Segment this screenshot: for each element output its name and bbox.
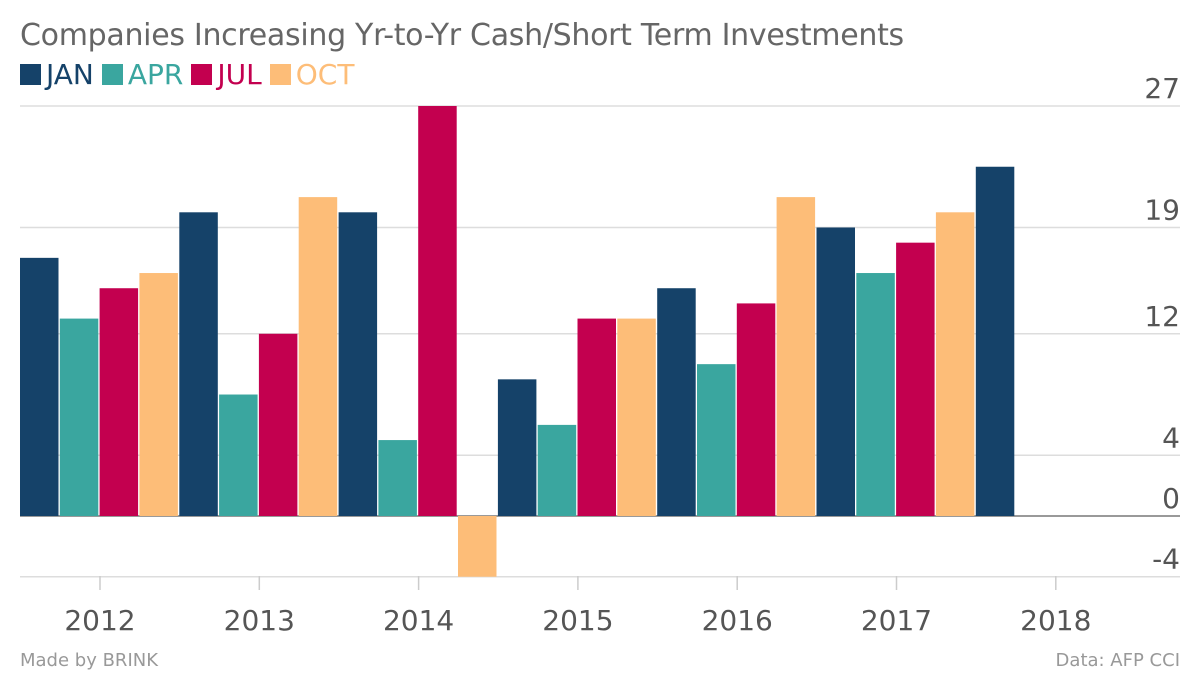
y-tick-label: 0 <box>1162 482 1180 515</box>
bar-apr-2013 <box>219 394 258 516</box>
legend-item-jan: JAN <box>20 58 94 91</box>
x-tick-label: 2013 <box>224 604 295 637</box>
bar-jan-2013 <box>179 212 218 516</box>
legend-label-jan: JAN <box>46 58 94 91</box>
x-tick-label: 2014 <box>383 604 454 637</box>
bar-apr-2017 <box>856 273 895 516</box>
y-tick-label: 27 <box>1144 72 1180 105</box>
bar-jul-2015 <box>577 318 616 516</box>
legend-swatch-apr <box>101 64 123 85</box>
bar-jan-2015 <box>497 379 537 516</box>
y-tick-label: 12 <box>1144 300 1180 333</box>
bar-jan-2014 <box>338 212 378 516</box>
bar-jul-2016 <box>736 303 776 516</box>
legend-item-apr: APR <box>101 58 184 91</box>
legend-swatch-oct <box>269 64 291 85</box>
legend-item-oct: OCT <box>269 58 355 91</box>
bar-jul-2012 <box>99 288 139 516</box>
bar-apr-2015 <box>537 424 577 516</box>
x-tick-label: 2018 <box>1020 604 1091 637</box>
bar-apr-2016 <box>697 364 736 516</box>
bar-oct-2017 <box>935 212 975 516</box>
bar-jan-2012 <box>20 257 59 516</box>
y-tick-label: -4 <box>1152 543 1180 576</box>
y-tick-label: 19 <box>1144 193 1180 226</box>
legend: JAN APR JUL OCT <box>20 58 354 91</box>
bar-jul-2014 <box>418 106 457 516</box>
bar-jan-2018 <box>975 166 1015 517</box>
legend-label-jul: JUL <box>217 58 262 91</box>
bar-oct-2012 <box>139 273 178 516</box>
bar-apr-2012 <box>59 318 99 516</box>
y-tick-label: 4 <box>1162 421 1180 454</box>
x-tick-label: 2016 <box>702 604 773 637</box>
bar-jul-2017 <box>896 242 935 516</box>
x-tick-label: 2015 <box>542 604 613 637</box>
bar-oct-2013 <box>298 197 338 516</box>
bar-oct-2014 <box>458 516 497 577</box>
bar-apr-2014 <box>378 440 417 516</box>
x-tick-label: 2012 <box>64 604 135 637</box>
legend-label-apr: APR <box>127 58 184 91</box>
bar-oct-2015 <box>617 318 656 516</box>
legend-swatch-jul <box>191 64 213 85</box>
legend-label-oct: OCT <box>295 58 355 91</box>
footer-credit: Made by BRINK <box>20 650 159 671</box>
bar-jan-2017 <box>816 227 855 516</box>
bar-jan-2016 <box>657 288 696 516</box>
bar-jul-2013 <box>258 333 298 516</box>
legend-item-jul: JUL <box>191 58 262 91</box>
chart-title: Companies Increasing Yr-to-Yr Cash/Short… <box>20 18 904 53</box>
x-tick-label: 2017 <box>861 604 932 637</box>
footer-source: Data: AFP CCI <box>1055 650 1180 671</box>
legend-swatch-jan <box>20 64 41 85</box>
bar-oct-2016 <box>776 197 816 516</box>
